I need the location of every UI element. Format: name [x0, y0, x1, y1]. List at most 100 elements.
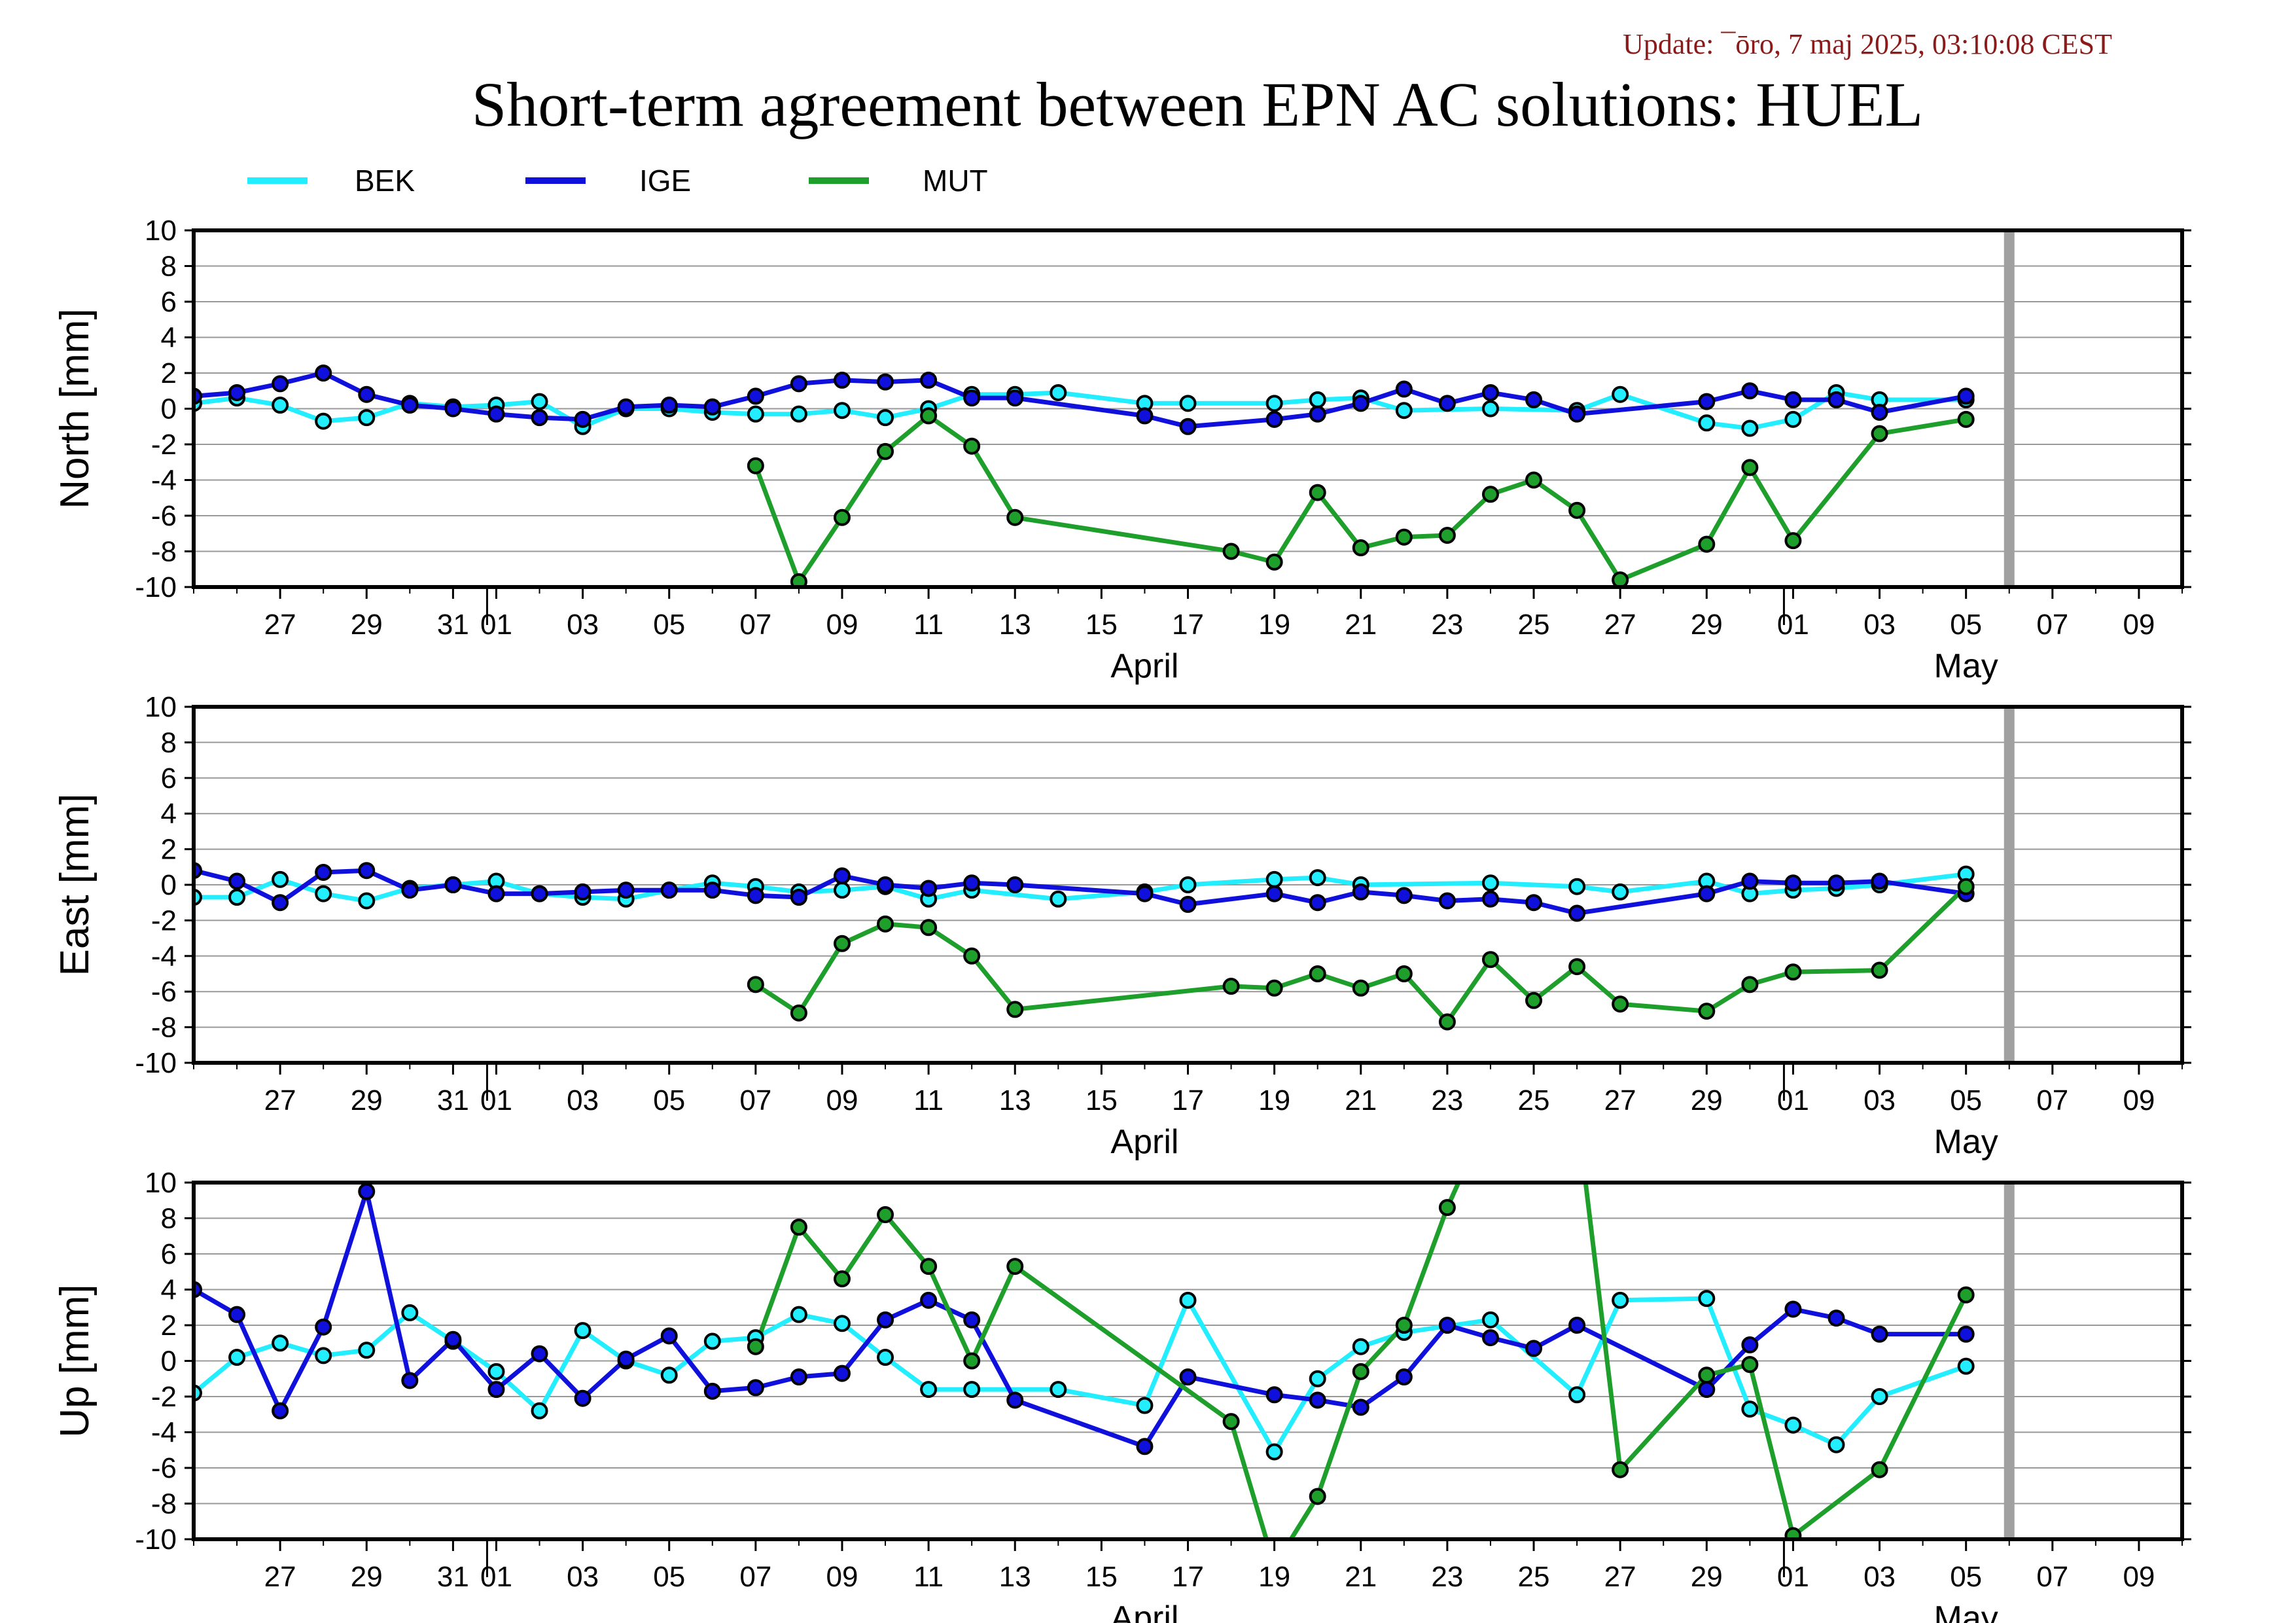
north-point-bek: [790, 405, 807, 423]
north-xtick-label: 21: [1345, 609, 1377, 641]
up-xtick-label: 27: [264, 1561, 296, 1593]
east-point-ige: [877, 876, 894, 893]
up-point-ige: [1352, 1399, 1369, 1416]
up-point-ige: [272, 1402, 289, 1419]
up-xtick-label: 13: [999, 1561, 1031, 1593]
north-xtick-label: 09: [826, 609, 858, 641]
north-ytick-label: -10: [135, 571, 177, 603]
east-point-mut: [1438, 1013, 1456, 1031]
east-month-label: April: [1110, 1123, 1178, 1161]
north-point-ige: [1136, 407, 1154, 425]
north-point-mut: [833, 508, 851, 526]
east-xtick-label: 01: [1777, 1084, 1809, 1116]
east-ytick-label: 4: [161, 798, 177, 830]
east-point-ige: [444, 876, 462, 893]
north-point-ige: [1352, 395, 1369, 412]
up-point-bek: [1136, 1397, 1154, 1414]
east-point-ige: [272, 894, 289, 912]
up-xtick-label: 09: [2123, 1561, 2155, 1593]
up-point-bek: [833, 1315, 851, 1332]
east-point-mut: [1395, 965, 1413, 982]
up-ylabel: Up [mm]: [52, 1284, 97, 1437]
north-xtick-label: 15: [1086, 609, 1118, 641]
north-series-group: [194, 365, 1975, 587]
up-point-bek: [920, 1381, 938, 1399]
east-point-ige: [963, 874, 981, 892]
east-point-ige: [1395, 887, 1413, 904]
up-point-ige: [358, 1183, 376, 1200]
east-point-ige: [920, 880, 938, 897]
east-point-mut: [1352, 979, 1369, 997]
up-xtick-label: 07: [2036, 1561, 2068, 1593]
north-point-mut: [1438, 526, 1456, 544]
north-point-ige: [1871, 403, 1888, 421]
up-point-mut: [1741, 1355, 1759, 1373]
north-point-ige: [833, 371, 851, 389]
up-point-mut: [963, 1352, 981, 1370]
east-xtick-label: 03: [1863, 1084, 1896, 1116]
north-point-bek: [531, 393, 548, 410]
east-point-bek: [1050, 890, 1067, 908]
east-point-mut: [1006, 1001, 1024, 1018]
up-point-mut: [747, 1338, 764, 1355]
east-point-bek: [1265, 870, 1283, 888]
east-point-mut: [1222, 978, 1240, 995]
up-xtick-label: 27: [1604, 1561, 1636, 1593]
north-point-mut: [920, 407, 938, 425]
up-ytick-label: -6: [151, 1452, 177, 1484]
east-xtick-label: 31: [437, 1084, 469, 1116]
north-xtick-label: 01: [480, 609, 512, 641]
east-point-ige: [1568, 904, 1586, 922]
north-point-ige: [790, 375, 807, 393]
east-ytick-label: 6: [161, 762, 177, 794]
east-series-group: [194, 862, 1975, 1031]
north-xtick-label: 25: [1518, 609, 1550, 641]
east-ytick-label: 10: [145, 691, 177, 723]
east-point-ige: [1265, 885, 1283, 902]
north-point-mut: [790, 573, 807, 587]
east-point-mut: [747, 976, 764, 993]
east-ytick-label: 8: [161, 726, 177, 758]
up-point-bek: [1871, 1388, 1888, 1405]
east-xtick-label: 01: [480, 1084, 512, 1116]
up-ytick-label: -4: [151, 1417, 177, 1449]
east-point-ige: [660, 882, 678, 899]
north-point-ige: [1481, 383, 1499, 401]
east-xtick-label: 05: [653, 1084, 685, 1116]
east-point-ige: [1698, 885, 1716, 902]
north-xtick-label: 07: [2036, 609, 2068, 641]
north-point-bek: [1050, 383, 1067, 401]
north-point-ige: [1784, 391, 1802, 408]
east-ytick-label: 0: [161, 869, 177, 901]
up-point-mut: [1352, 1363, 1369, 1380]
up-point-bek: [790, 1306, 807, 1323]
north-xtick-label: 09: [2123, 609, 2155, 641]
chart-title: Short-term agreement between EPN AC solu…: [472, 69, 1923, 139]
up-xtick-label: 01: [1777, 1561, 1809, 1593]
east-point-bek: [1612, 883, 1629, 901]
up-series-ige: [194, 1189, 1966, 1449]
up-xtick-label: 25: [1518, 1561, 1550, 1593]
up-xtick-label: 05: [653, 1561, 685, 1593]
north-point-ige: [703, 398, 721, 416]
up-point-bek: [487, 1363, 505, 1380]
up-point-mut: [1612, 1461, 1629, 1478]
north-xtick-label: 29: [1691, 609, 1723, 641]
up-xtick-label: 01: [480, 1561, 512, 1593]
east-ylabel: East [mm]: [52, 793, 97, 976]
east-point-ige: [358, 862, 376, 880]
up-ytick-label: 8: [161, 1203, 177, 1235]
up-ytick-label: -8: [151, 1488, 177, 1520]
up-point-ige: [487, 1381, 505, 1399]
east-point-ige: [401, 882, 419, 899]
north-point-ige: [963, 389, 981, 407]
north-point-mut: [1309, 484, 1326, 501]
up-point-bek: [660, 1366, 678, 1384]
up-point-mut: [833, 1270, 851, 1288]
north-point-bek: [1481, 400, 1499, 418]
east-xtick-label: 07: [739, 1084, 771, 1116]
up-frame: [192, 1181, 2184, 1541]
east-xtick-label: 03: [567, 1084, 599, 1116]
north-point-mut: [1352, 539, 1369, 557]
north-point-bek: [833, 402, 851, 419]
